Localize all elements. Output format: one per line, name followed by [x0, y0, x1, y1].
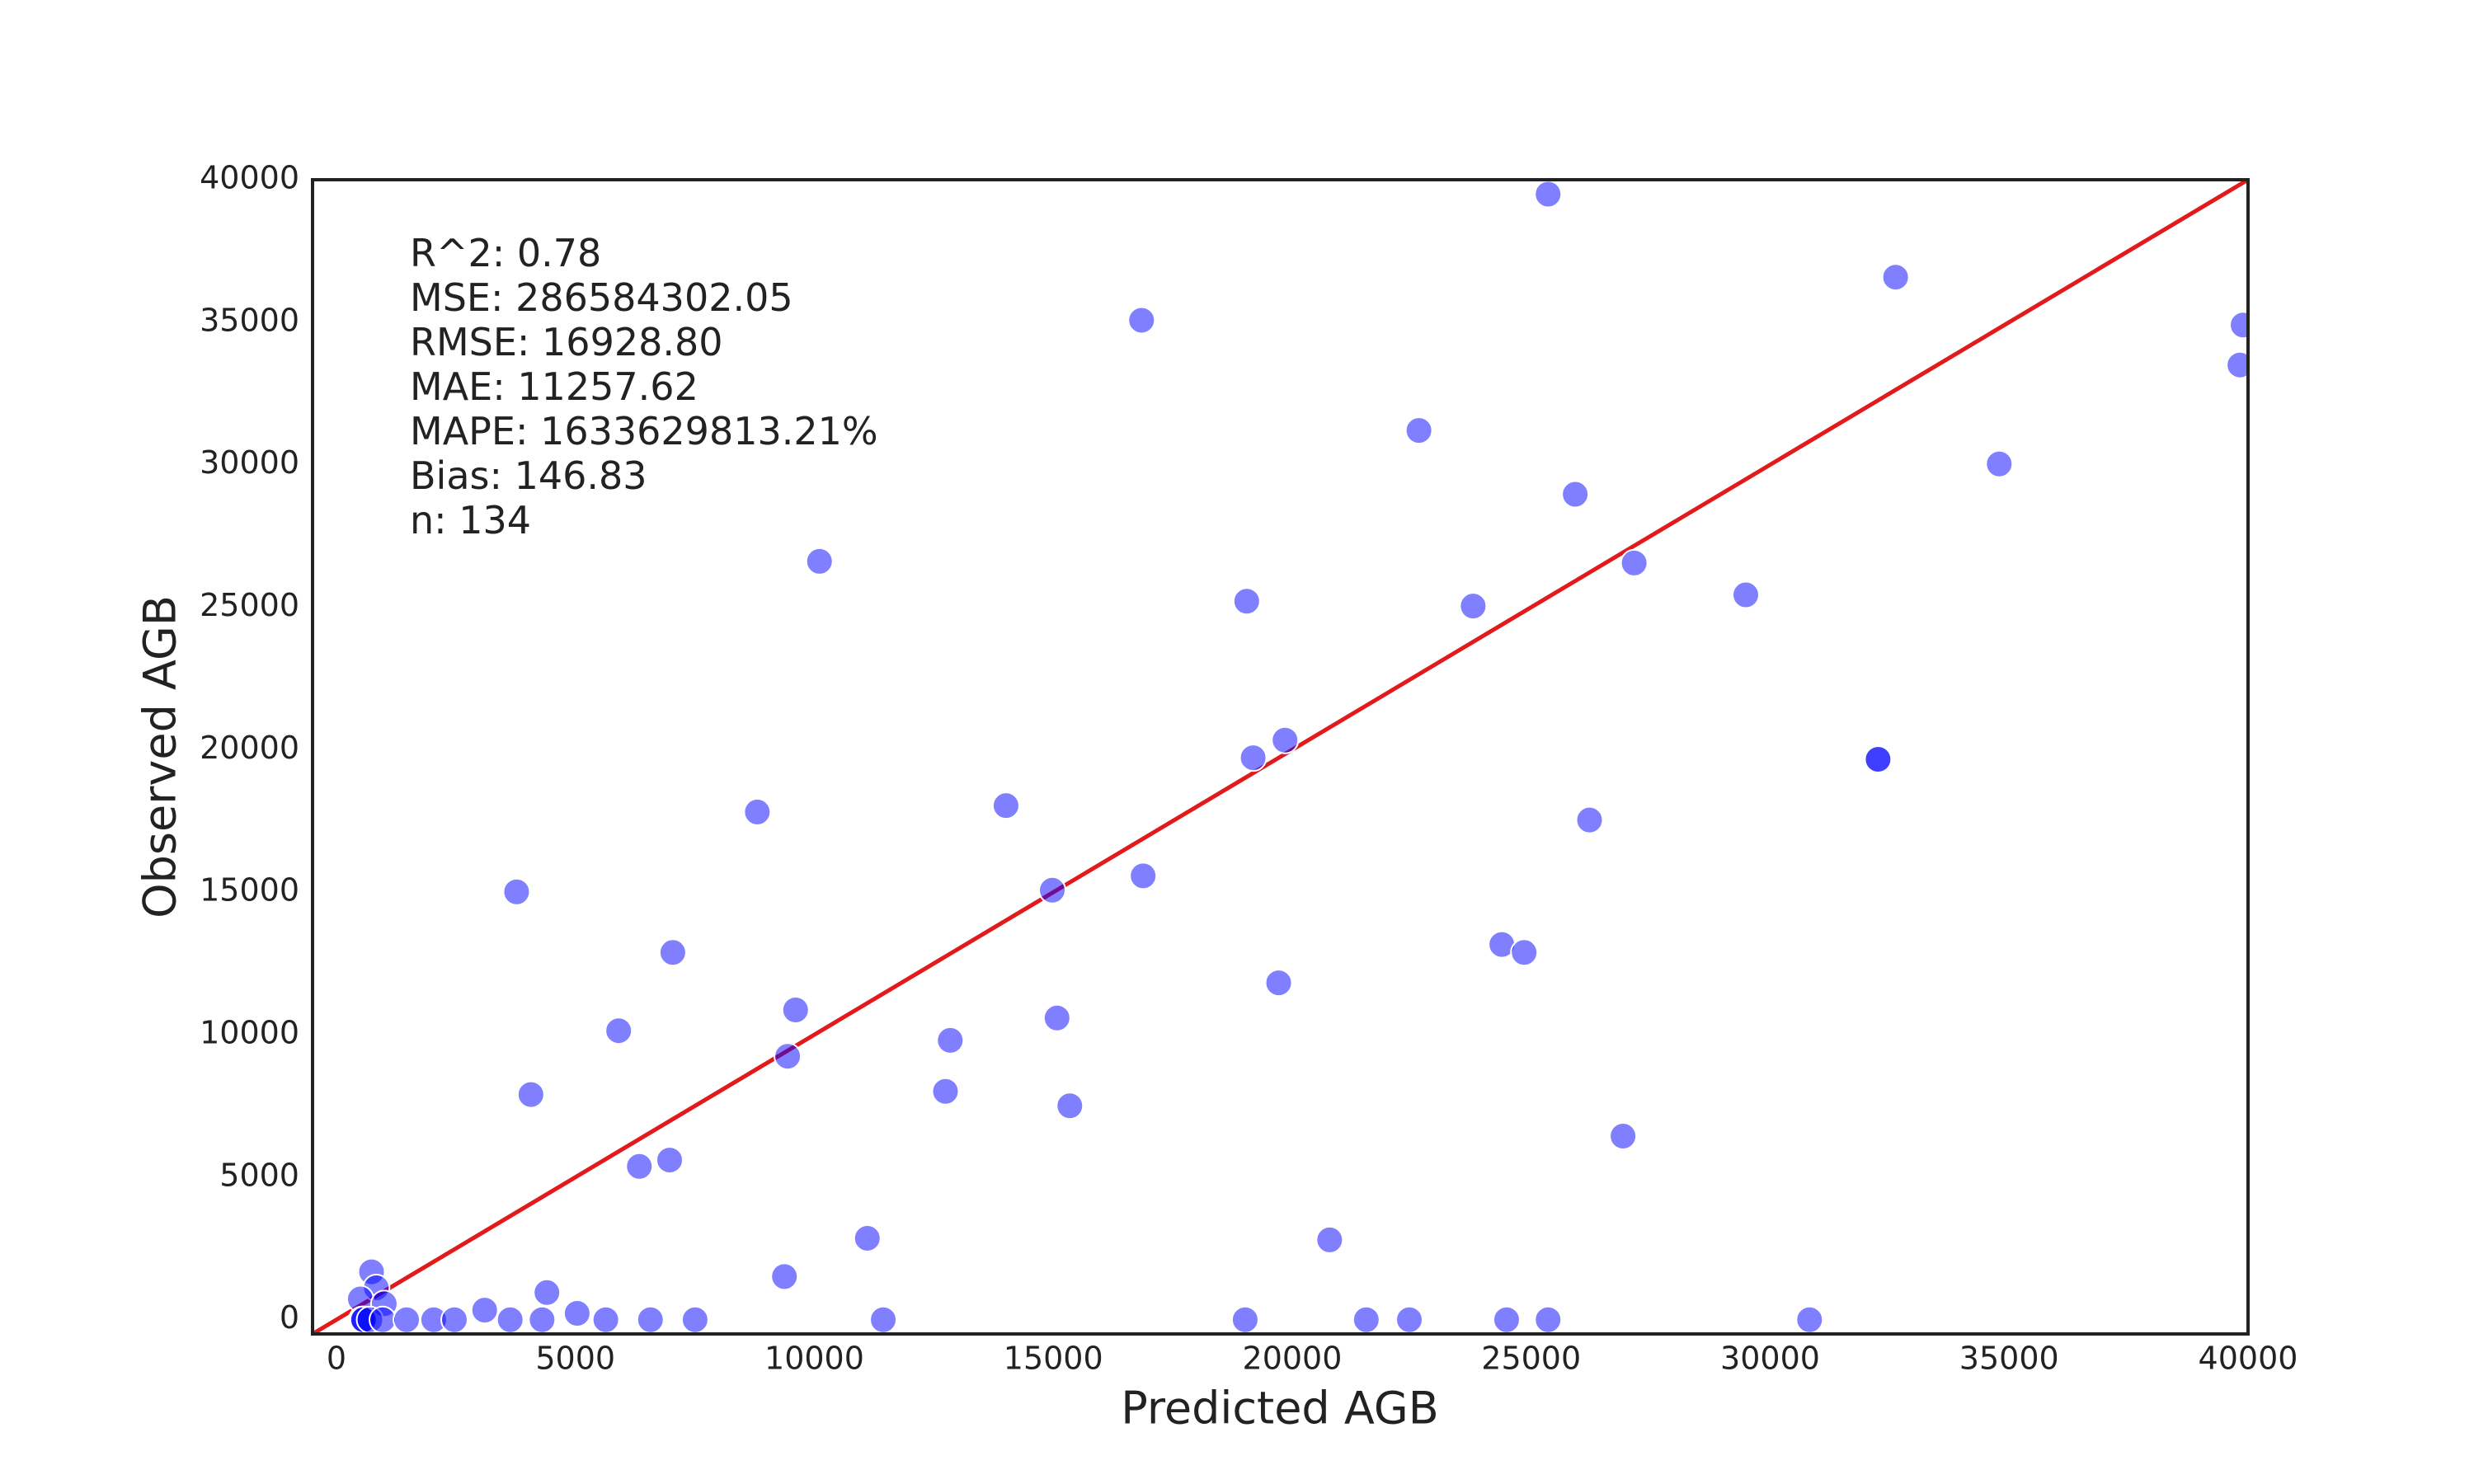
point — [625, 1152, 654, 1181]
point — [369, 1305, 397, 1334]
metric-annotation: n: 134 — [410, 498, 531, 542]
point — [781, 996, 810, 1025]
point — [743, 797, 772, 826]
point — [1056, 1092, 1084, 1120]
point — [991, 791, 1020, 820]
y-tick-label: 30000 — [200, 444, 299, 481]
point — [496, 1305, 524, 1334]
metric-annotation: MSE: 286584302.05 — [410, 275, 793, 320]
point — [1534, 180, 1563, 209]
point — [1129, 862, 1158, 890]
x-tick-label: 10000 — [764, 1341, 864, 1377]
metric-annotation: RMSE: 16928.80 — [410, 320, 723, 364]
metric-annotation: Bias: 146.83 — [410, 453, 647, 498]
point — [2226, 350, 2248, 379]
point — [502, 877, 531, 906]
point — [1561, 480, 1590, 509]
y-tick-label: 20000 — [200, 730, 299, 766]
point — [1230, 1305, 1259, 1334]
y-tick-label: 10000 — [200, 1015, 299, 1051]
x-tick-label: 0 — [327, 1341, 346, 1377]
point — [562, 1298, 591, 1327]
metric-annotation: R^2: 0.78 — [410, 231, 601, 275]
point — [1795, 1305, 1824, 1334]
point — [869, 1305, 898, 1334]
point — [440, 1305, 468, 1334]
point — [1395, 1305, 1424, 1334]
point — [1534, 1305, 1563, 1334]
y-tick-label: 15000 — [200, 872, 299, 909]
point — [1264, 969, 1293, 998]
point — [528, 1305, 557, 1334]
point — [1404, 416, 1433, 445]
point — [658, 938, 687, 967]
x-tick-label: 40000 — [2199, 1341, 2298, 1377]
point — [1459, 592, 1488, 621]
point — [1609, 1122, 1638, 1151]
metric-annotation: MAE: 11257.62 — [410, 364, 698, 409]
x-tick-label: 20000 — [1243, 1341, 1343, 1377]
y-tick-label: 40000 — [200, 160, 299, 196]
point — [936, 1026, 965, 1054]
point — [805, 547, 834, 575]
y-tick-label: 35000 — [200, 302, 299, 338]
point — [1985, 449, 2014, 478]
point — [1127, 306, 1156, 335]
metric-annotation: MAPE: 1633629813.21% — [410, 409, 878, 453]
point — [516, 1080, 545, 1109]
point — [533, 1278, 562, 1307]
point — [1492, 1305, 1521, 1334]
point — [770, 1262, 799, 1291]
y-tick-label: 0 — [280, 1299, 299, 1336]
point — [2229, 311, 2248, 340]
point — [1315, 1225, 1344, 1254]
point — [931, 1077, 960, 1106]
point — [470, 1296, 499, 1325]
point — [1731, 580, 1760, 609]
x-tick-label: 25000 — [1481, 1341, 1581, 1377]
point — [1232, 587, 1261, 616]
point — [853, 1223, 882, 1252]
point — [1038, 876, 1067, 904]
point — [656, 1146, 684, 1175]
point — [1510, 938, 1539, 967]
x-tick-label: 30000 — [1720, 1341, 1820, 1377]
y-axis-label: Observed AGB — [134, 595, 186, 918]
plot-frame — [311, 178, 2250, 1336]
point — [1881, 263, 1910, 292]
marks — [313, 180, 2248, 1334]
point — [591, 1305, 620, 1334]
x-tick-label: 15000 — [1004, 1341, 1103, 1377]
reference-line — [313, 180, 2248, 1334]
point — [774, 1042, 802, 1071]
point — [604, 1017, 633, 1045]
point — [1042, 1003, 1071, 1032]
point — [1352, 1305, 1380, 1334]
point — [680, 1305, 709, 1334]
point — [1271, 726, 1300, 754]
x-tick-label: 35000 — [1959, 1341, 2059, 1377]
point — [393, 1305, 421, 1334]
point — [636, 1305, 665, 1334]
point — [1864, 745, 1893, 774]
x-axis-label: Predicted AGB — [1121, 1383, 1439, 1435]
point — [1575, 805, 1604, 834]
y-tick-label: 5000 — [219, 1157, 299, 1193]
point — [1239, 744, 1268, 773]
y-tick-label: 25000 — [200, 587, 299, 623]
point — [1620, 548, 1649, 577]
x-tick-label: 5000 — [535, 1341, 615, 1377]
